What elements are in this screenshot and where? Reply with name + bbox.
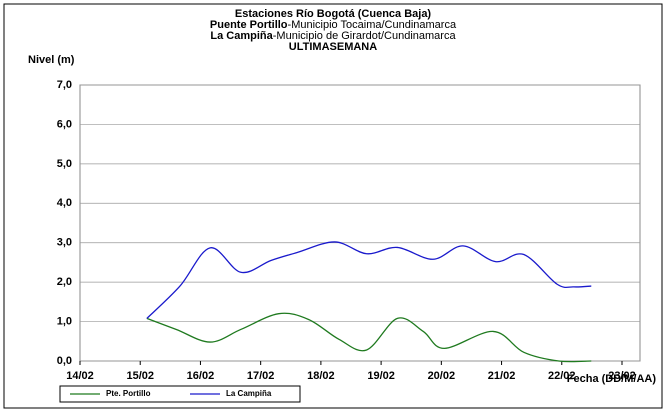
- chart-border: [3, 3, 663, 409]
- x-axis-label: Fecha (DD/M/AA): [567, 373, 657, 385]
- y-axis-label: Nivel (m): [28, 54, 75, 66]
- y-tick-label: 5,0: [57, 158, 72, 170]
- title-part: ULTIMASEMANA: [289, 41, 377, 53]
- title-part: Puente Portillo: [210, 19, 288, 31]
- series-line: [146, 312, 592, 363]
- y-tick-label: 1,0: [57, 315, 72, 327]
- x-tick-label: 20/02: [428, 370, 456, 382]
- y-tick-label: 2,0: [57, 276, 72, 288]
- title-part: -Municipio Tocaima/Cundinamarca: [288, 19, 457, 31]
- y-tick-label: 4,0: [57, 197, 72, 209]
- x-tick-label: 14/02: [66, 370, 94, 382]
- x-tick-label: 19/02: [367, 370, 395, 382]
- title-part: -Municipio de Girardot/Cundinamarca: [273, 30, 457, 42]
- x-tick-label: 23/02: [608, 370, 636, 382]
- y-tick-label: 0,0: [57, 355, 72, 367]
- x-tick-label: 16/02: [187, 370, 215, 382]
- legend-label: Pte. Portillo: [106, 389, 151, 398]
- x-tick-label: 22/02: [548, 370, 576, 382]
- title-part: La Campiña: [210, 30, 273, 42]
- legend-label: La Campiña: [226, 389, 272, 398]
- chart-title: ULTIMASEMANA: [289, 41, 377, 53]
- y-tick-label: 7,0: [57, 79, 72, 91]
- y-tick-label: 3,0: [57, 237, 72, 249]
- series-line: [146, 241, 592, 319]
- title-part: Estaciones Río Bogotá (Cuenca Baja): [235, 8, 432, 20]
- legend: [59, 385, 301, 403]
- x-tick-label: 15/02: [126, 370, 154, 382]
- x-tick-label: 18/02: [307, 370, 335, 382]
- chart-title: La Campiña-Municipio de Girardot/Cundina…: [210, 30, 456, 42]
- y-tick-label: 6,0: [57, 118, 72, 130]
- x-tick-label: 17/02: [247, 370, 275, 382]
- chart-title: Puente Portillo-Municipio Tocaima/Cundin…: [210, 19, 457, 31]
- x-tick-label: 21/02: [488, 370, 516, 382]
- chart-title: Estaciones Río Bogotá (Cuenca Baja): [235, 8, 432, 20]
